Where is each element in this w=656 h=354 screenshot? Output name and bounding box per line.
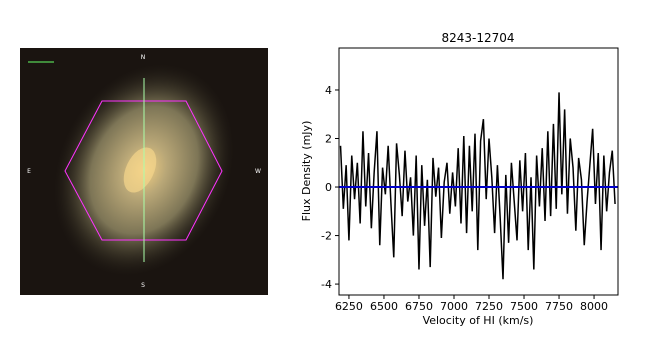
galaxy-image	[20, 48, 268, 295]
east-label: E	[27, 168, 31, 175]
y-tick-label: 4	[325, 84, 332, 97]
x-tick-label: 6500	[370, 300, 398, 313]
x-axis-label: Velocity of HI (km/s)	[423, 314, 534, 327]
x-tick-label: 7750	[545, 300, 573, 313]
y-tick-label: -2	[321, 230, 332, 243]
y-tick-label: 0	[325, 181, 332, 194]
data-line	[339, 92, 616, 280]
x-tick-label: 7250	[475, 300, 503, 313]
y-tick-label: 2	[325, 133, 332, 146]
x-tick-label: 6750	[405, 300, 433, 313]
axes-frame	[338, 47, 619, 296]
x-tick-label: 8000	[580, 300, 608, 313]
x-tick-label: 6250	[335, 300, 363, 313]
west-label: W	[255, 168, 261, 175]
plot-area: 6250 6500 6750 7000 7250 7500 7750 8000 -4 -2 0 2 4	[321, 84, 618, 313]
chart-title: 8243-12704	[441, 31, 514, 45]
south-label: S	[141, 282, 145, 289]
x-tick-label: 7500	[510, 300, 538, 313]
y-axis-label: Flux Density (mJy)	[300, 121, 313, 222]
y-tick-label: -4	[321, 278, 332, 291]
north-label: N	[141, 54, 146, 61]
x-tick-label: 7000	[440, 300, 468, 313]
